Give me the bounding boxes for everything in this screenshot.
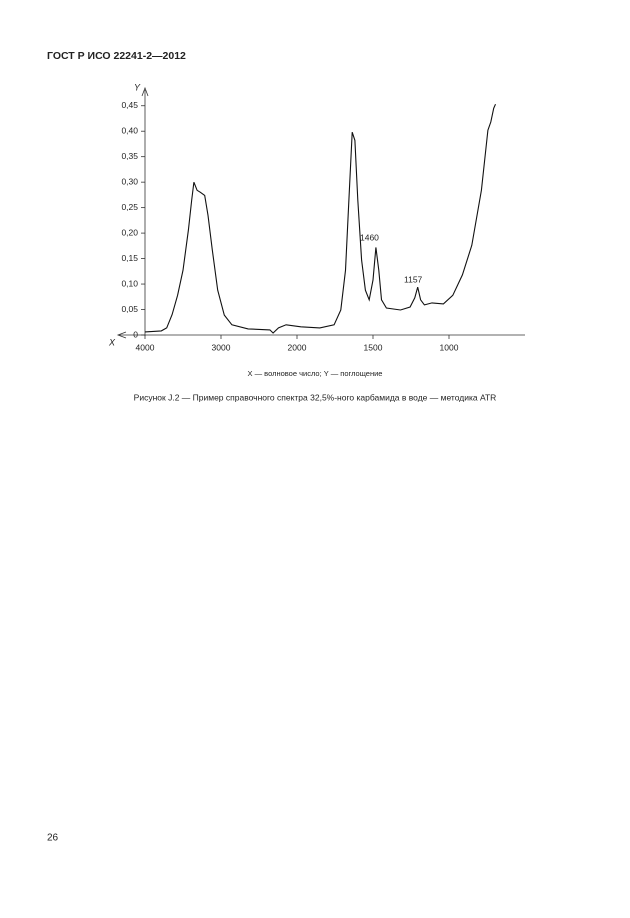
y-tick-label: 0,15 bbox=[121, 253, 138, 263]
spectrum-line bbox=[144, 103, 497, 334]
y-tick-label: 0,20 bbox=[121, 227, 138, 237]
x-tick-label: 1500 bbox=[364, 342, 383, 352]
y-tick-label: 0,40 bbox=[121, 125, 138, 135]
x-tick-label: 1000 bbox=[440, 342, 459, 352]
x-tick-label: 4000 bbox=[136, 342, 155, 352]
annotation: 1157 bbox=[404, 274, 423, 284]
x-arrow bbox=[116, 331, 127, 339]
y-tick-label: 0,30 bbox=[121, 176, 138, 186]
caption: Рисунок J.2 — Пример справочного спектра… bbox=[134, 392, 497, 402]
x-tick-label: 2000 bbox=[288, 342, 307, 352]
y-tick-label: 0,35 bbox=[121, 151, 138, 161]
y-tick-label: 0,25 bbox=[121, 202, 138, 212]
x-tick-label: 3000 bbox=[212, 342, 231, 352]
y-tick-label: 0,45 bbox=[121, 100, 138, 110]
x-axis-label: X bbox=[108, 337, 116, 347]
header-title: ГОСТ Р ИСО 22241-2—2012 bbox=[47, 50, 186, 62]
axis-legend: X — волновое число; Y — поглощение bbox=[248, 369, 383, 378]
annotation: 1460 bbox=[360, 232, 379, 242]
y-tick-label: 0 bbox=[133, 329, 138, 339]
y-tick-label: 0,05 bbox=[121, 304, 138, 314]
y-arrow bbox=[141, 86, 149, 97]
y-axis-label: Y bbox=[134, 82, 141, 92]
y-tick-label: 0,10 bbox=[121, 278, 138, 288]
page-number: 26 bbox=[47, 833, 59, 844]
